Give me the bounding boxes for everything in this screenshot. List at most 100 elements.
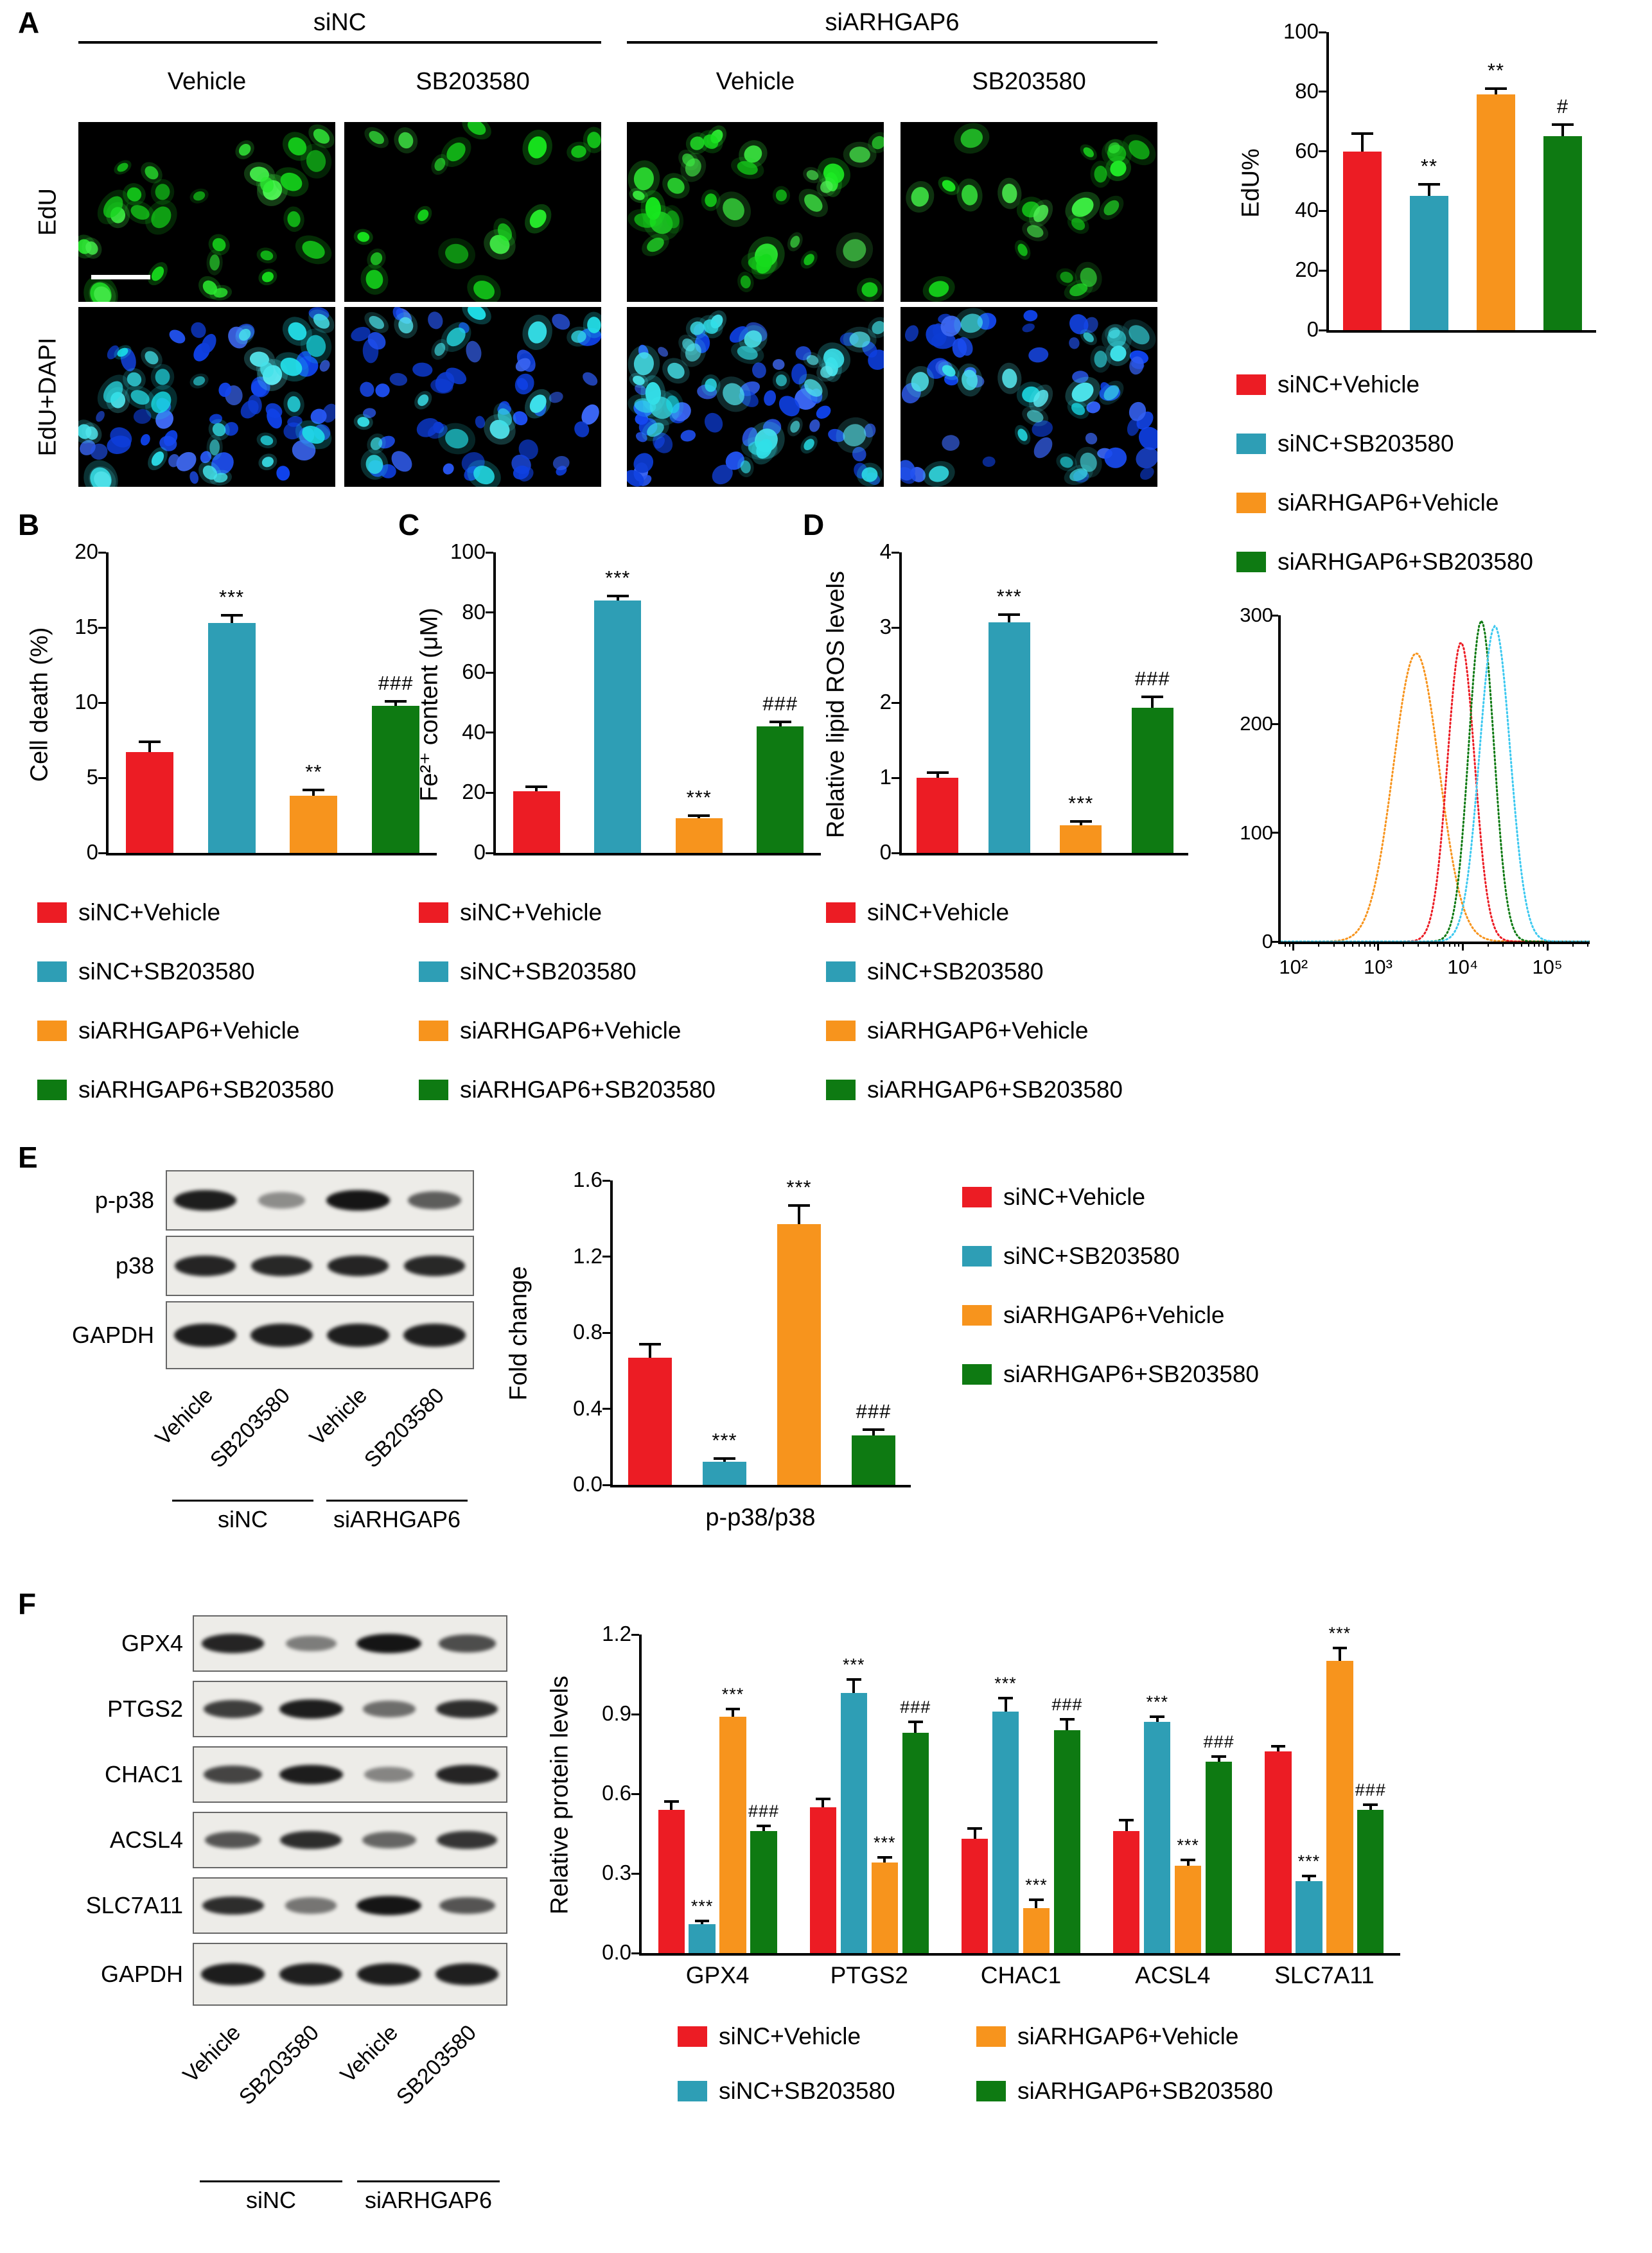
error-bar [698,815,701,819]
significance-label: *** [1146,1692,1168,1712]
legend-swatch-green [1236,552,1266,572]
significance-label: *** [1297,1852,1321,1872]
error-bar [1008,615,1011,622]
bar [852,1435,895,1485]
flow-curve-orange [1281,652,1590,942]
error-cap [1332,1646,1348,1649]
error-cap [877,1856,892,1859]
blot-p38 [166,1236,474,1296]
y-tick-label: 60 [462,660,486,684]
x-minor-tick [1369,942,1371,947]
legend-swatch-green [419,1080,448,1100]
protein-band [404,1256,465,1276]
y-tick [602,1179,610,1182]
y-tick [98,701,106,704]
protein-band [436,1699,498,1719]
error-bar [822,1799,825,1807]
protein-band [251,1256,312,1276]
x-minor-tick [1527,942,1529,947]
error-cap [714,1457,735,1460]
x-minor-tick [1454,942,1455,947]
legend-label: siNC+Vehicle [460,899,602,925]
error-bar [914,1722,917,1733]
x-minor-tick [1403,942,1405,947]
y-tick-label: 15 [75,615,98,638]
legend-entry: siARHGAP6+Vehicle [826,1017,1088,1044]
column-label: Vehicle [167,68,247,95]
protein-band [279,1963,343,1985]
fold-change-bar-chart: 0.0 0.4 0.8 1.2 1.6 *** *** ### [573,1168,911,1496]
group-label-siarhgap6: siARHGAP6 [364,2187,493,2213]
y-tick [98,852,106,854]
error-bar [778,722,782,727]
legend-swatch-red [419,902,448,923]
error-cap [525,785,548,789]
y-tick [892,551,899,554]
error-cap [1301,1875,1317,1878]
bar [1131,708,1173,853]
y-tick-label: 20 [1295,258,1319,282]
y-tick [631,1872,639,1875]
legend-label: siNC+Vehicle [78,899,221,925]
y-tick [1270,723,1278,725]
legend-swatch-red [1236,374,1266,395]
group-line [326,1500,468,1502]
y-tick-label: 60 [1295,138,1319,162]
y-tick [98,551,106,554]
protein-band [201,1963,265,1985]
bar [594,600,642,853]
legend-swatch-orange [37,1021,67,1041]
protein-band [205,1831,261,1849]
error-bar [616,595,619,601]
category-label: PTGS2 [830,1962,908,1988]
y-tick [631,1633,639,1636]
cells [627,310,884,487]
x-minor-tick [1318,942,1320,947]
bar [961,1839,989,1953]
legend-swatch-orange [826,1021,856,1041]
legend-entry: siARHGAP6+SB203580 [962,1361,1259,1388]
cells [906,123,1156,302]
y-tick-label: 0.0 [602,1940,631,1964]
y-tick [1270,614,1278,617]
protein-band [327,1323,389,1347]
y-tick-label: 0.8 [573,1320,602,1344]
legend-entry: siNC+Vehicle [962,1184,1145,1211]
group-header-sinc: siNC [313,9,367,36]
x-minor-tick [1572,942,1574,947]
legend-label: siNC+SB203580 [867,958,1044,985]
error-bar [1338,1647,1341,1661]
legend-label: siARHGAP6+SB203580 [1278,548,1533,575]
x-minor-tick [1358,942,1360,947]
bar [1175,1865,1202,1953]
edu-bar-chart: 0 20 40 60 80 100 ** ** # [1283,19,1596,341]
legend-entry: siNC+Vehicle [678,2023,861,2050]
error-bar [1035,1900,1038,1908]
y-tick [631,1952,639,1954]
legend-entry: siNC+Vehicle [37,899,220,926]
error-cap [1060,1718,1075,1721]
protein-band [250,1323,313,1347]
y-tick-label: 80 [1295,78,1319,103]
significance-label: *** [874,1833,896,1853]
significance-label: *** [686,785,712,809]
bar [513,791,560,853]
y-tick [892,852,899,854]
y-tick [631,1713,639,1715]
blot-chac1 [193,1746,507,1803]
protein-band [364,1766,414,1783]
bar [628,1357,672,1485]
error-bar [1186,1860,1190,1866]
legend-entry: siARHGAP6+Vehicle [37,1017,299,1044]
bar [871,1863,898,1953]
legend-label: siARHGAP6+SB203580 [78,1076,334,1103]
bar [1060,825,1102,853]
x-minor-tick [1586,942,1588,947]
ros-bar-chart: 0 1 2 3 4 *** *** ### [880,539,1188,864]
y-tick [892,701,899,704]
legend-label: siNC+SB203580 [78,958,255,985]
blot-label-p38: p38 [115,1252,154,1279]
protein-band [258,1192,306,1209]
cells [901,308,1157,487]
error-cap [725,1707,741,1710]
